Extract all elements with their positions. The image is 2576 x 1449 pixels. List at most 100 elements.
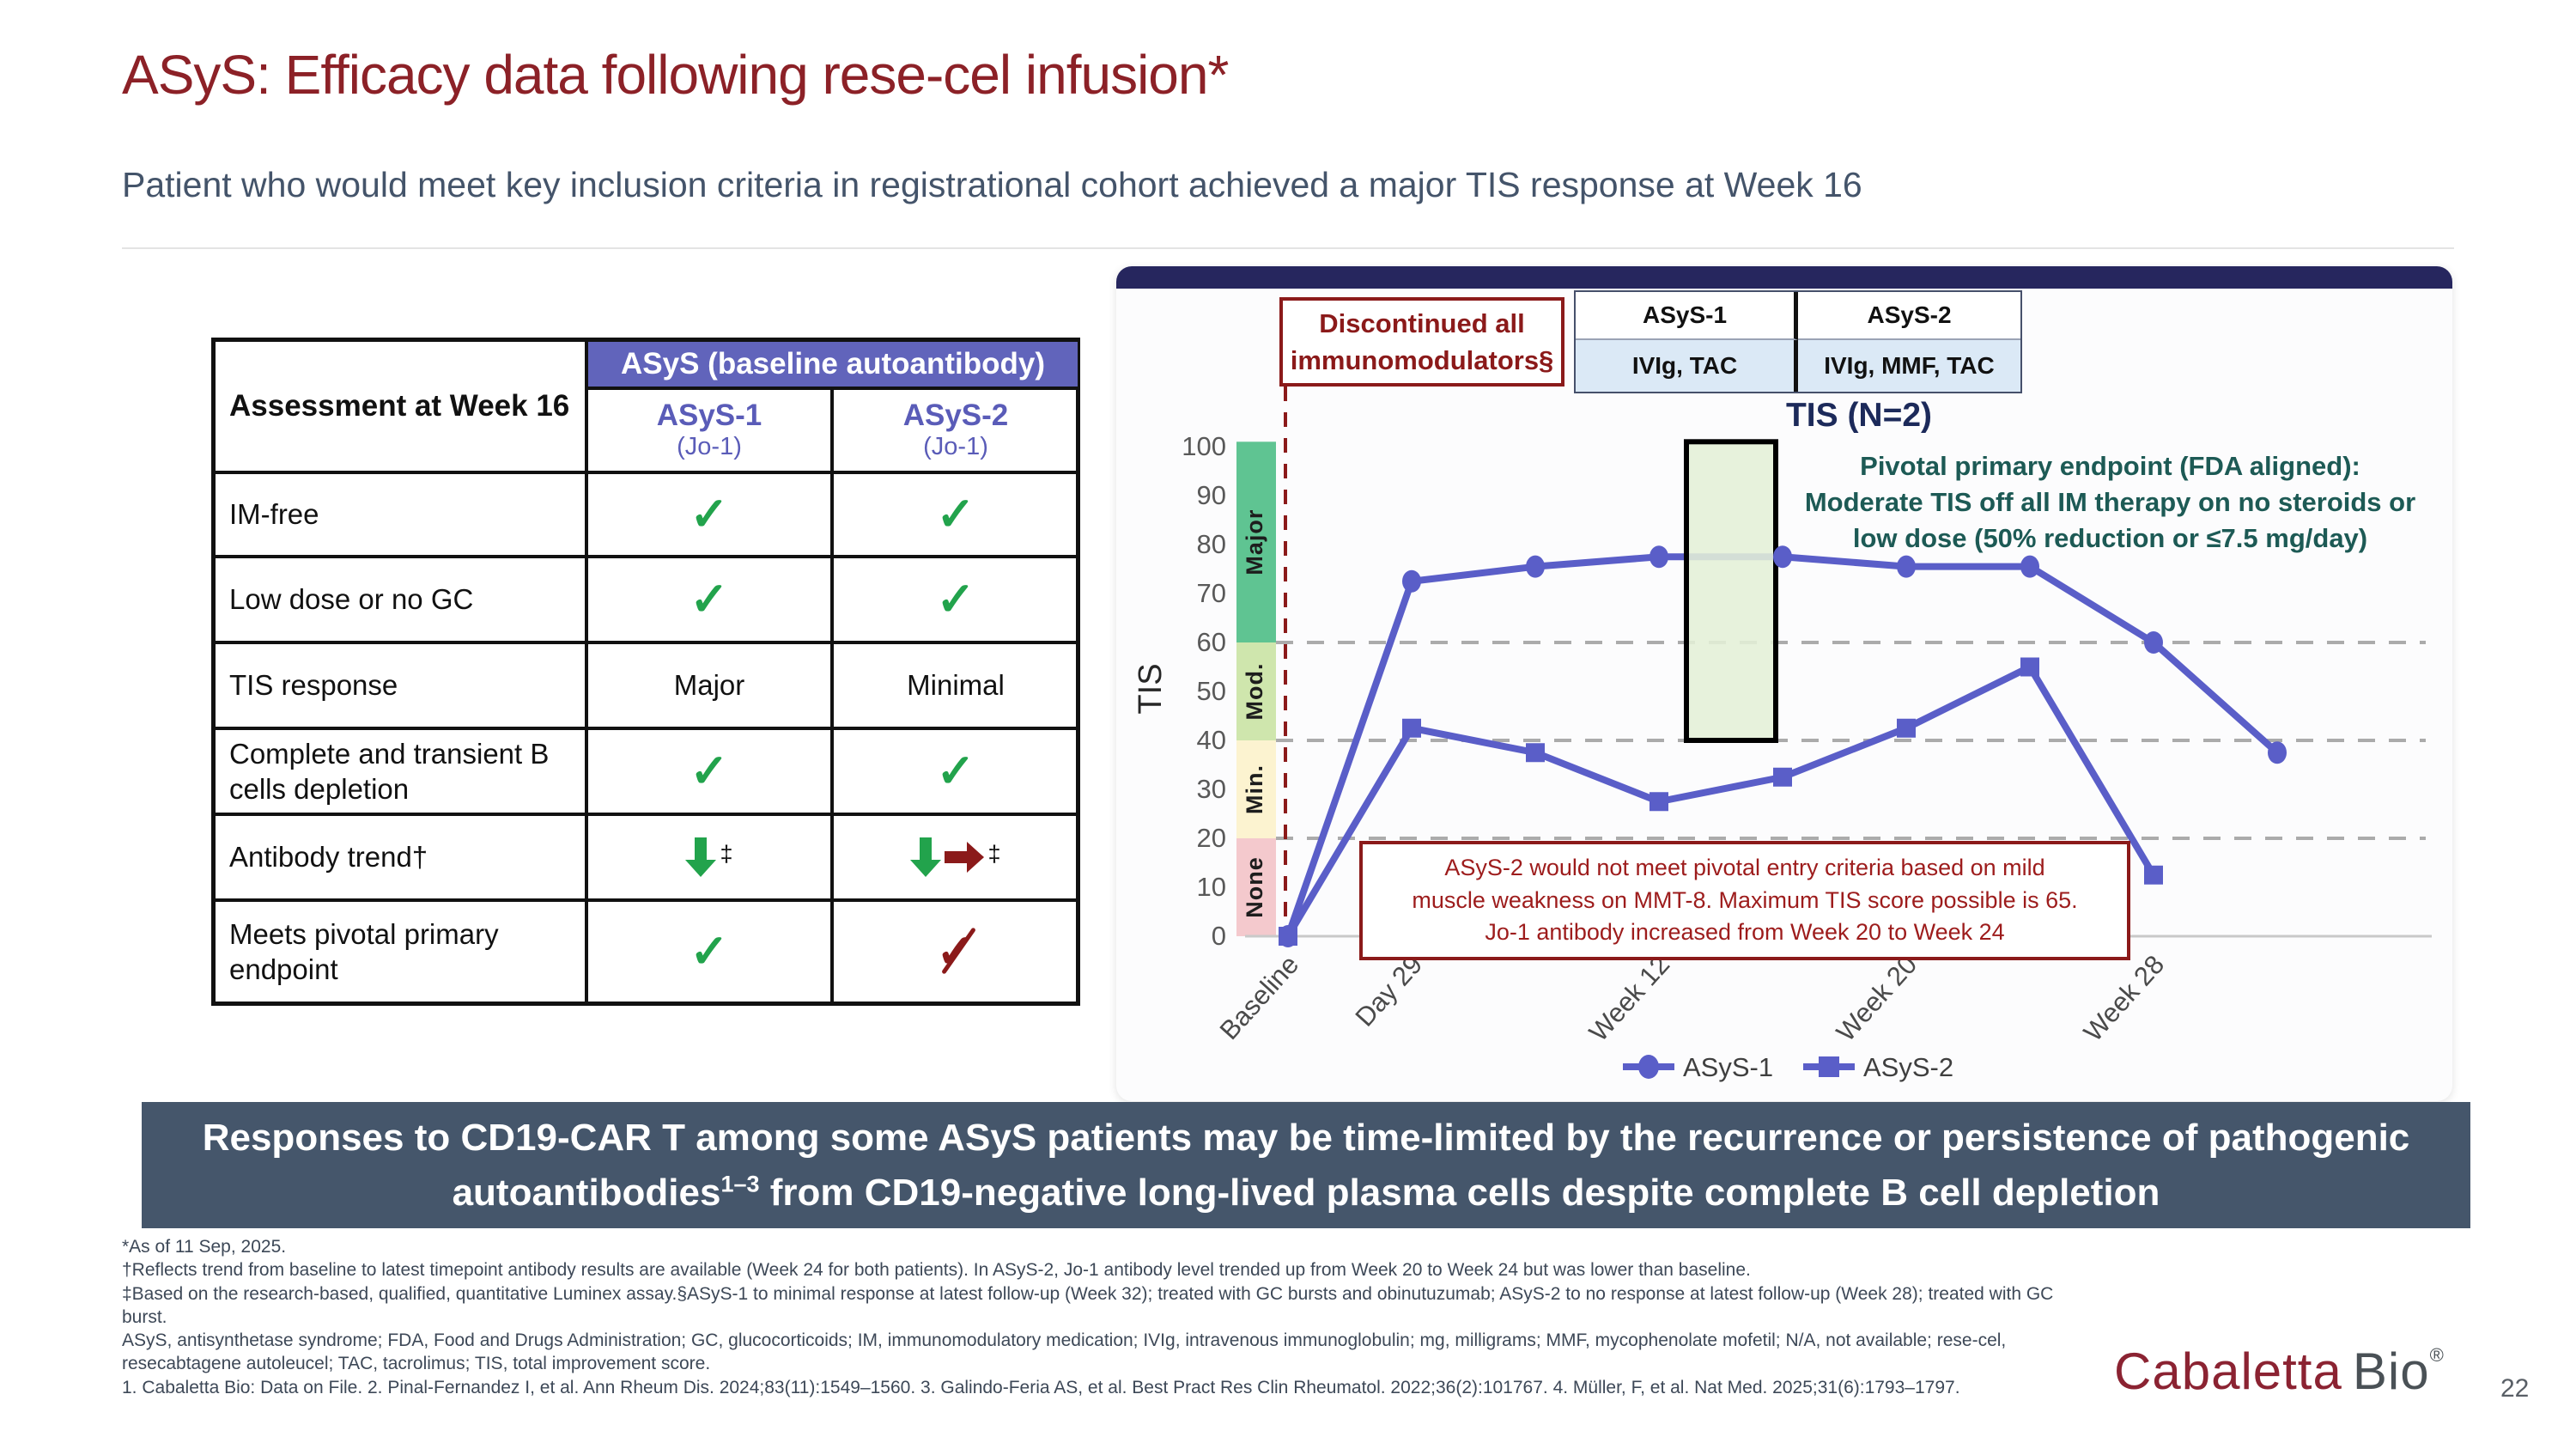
y-tick-label: 40 xyxy=(1197,725,1226,755)
banner-text: Responses to CD19-CAR T among some ASyS … xyxy=(202,1116,2410,1214)
arrow-down-icon xyxy=(685,837,717,877)
footnote-line: 1. Cabaletta Bio: Data on File. 2. Pinal… xyxy=(122,1377,1960,1397)
check-icon: ✓ xyxy=(936,746,975,797)
legend-marker-circle xyxy=(1638,1055,1659,1079)
band-none xyxy=(1236,838,1276,936)
marker-circle xyxy=(1897,555,1916,578)
y-tick-label: 10 xyxy=(1197,872,1226,902)
column-header-asys1: ASyS-1 (Jo-1) xyxy=(588,390,834,474)
column-name: ASyS-2 xyxy=(902,399,1009,433)
cell-text: Minimal xyxy=(907,669,1005,701)
marker-square xyxy=(2144,865,2163,885)
x-tick-label: Week 12 xyxy=(1583,949,1675,1047)
marker-square xyxy=(1649,792,1668,812)
check-icon: ✓ xyxy=(690,746,729,797)
footnote-line: ‡Based on the research-based, qualified,… xyxy=(122,1283,2054,1327)
slide-title: ASyS: Efficacy data following rese-cel i… xyxy=(122,44,1229,106)
banner-reference-superscript: 1–3 xyxy=(720,1170,760,1196)
y-tick-label: 60 xyxy=(1197,627,1226,657)
assessment-cell-asys2: Minimal xyxy=(834,644,1078,730)
marker-square xyxy=(1402,718,1421,738)
x-tick-label: Day 29 xyxy=(1349,949,1428,1032)
slide-subtitle: Patient who would meet key inclusion cri… xyxy=(122,165,1862,204)
column-header-asys2: ASyS-2 (Jo-1) xyxy=(834,390,1078,474)
takeaway-banner: Responses to CD19-CAR T among some ASyS … xyxy=(142,1102,2470,1228)
x-tick-label: Week 28 xyxy=(2078,949,2170,1047)
assessment-cell-asys1: ✓ xyxy=(588,902,834,1002)
crossed-check-icon: ✓ xyxy=(936,926,975,977)
series-line-asys-2 xyxy=(1285,663,2157,939)
registered-mark: ® xyxy=(2429,1343,2444,1366)
check-icon: ✓ xyxy=(690,489,729,540)
y-tick-label: 100 xyxy=(1182,431,1226,461)
y-tick-label: 80 xyxy=(1197,529,1226,559)
marker-circle xyxy=(1773,545,1792,569)
assessment-table-group-header: ASyS (baseline autoantibody) xyxy=(588,342,1078,390)
medication-table: ASyS-1 ASyS-2 IVIg, TAC IVIg, MMF, TAC xyxy=(1574,290,2022,393)
x-tick-label: Baseline xyxy=(1214,949,1305,1045)
arrow-right-icon xyxy=(945,842,985,873)
band-label: Min. xyxy=(1242,764,1267,814)
legend-marker-square xyxy=(1819,1056,1839,1077)
discontinued-immunomodulators-callout: Discontinued all immunomodulators§ xyxy=(1279,297,1564,387)
marker-square xyxy=(2020,657,2039,677)
y-tick-label: 30 xyxy=(1197,774,1226,804)
footnotes: *As of 11 Sep, 2025. †Reflects trend from… xyxy=(122,1235,2097,1399)
assessment-cell-asys1: ✓ xyxy=(588,558,834,644)
assessment-cell-asys2: ✓ xyxy=(834,730,1078,816)
assessment-cell-asys2: ‡ xyxy=(834,816,1078,902)
check-icon: ✓ xyxy=(690,574,729,625)
assessment-cell-asys2: ✓ xyxy=(834,474,1078,558)
endpoint-note-line: Moderate TIS off all IM therapy on no st… xyxy=(1804,486,2416,517)
check-icon: ✓ xyxy=(936,489,975,540)
y-tick-label: 50 xyxy=(1197,676,1226,706)
footnote-line: *As of 11 Sep, 2025. xyxy=(122,1237,287,1257)
y-tick-label: 0 xyxy=(1212,921,1226,951)
marker-square xyxy=(1526,743,1545,763)
marker-circle xyxy=(1402,569,1421,593)
logo-text-cabaletta: Cabaletta xyxy=(2114,1342,2342,1400)
column-subtitle: (Jo-1) xyxy=(677,433,742,461)
marker-square xyxy=(1773,767,1792,787)
assessment-row-label: Meets pivotal primary endpoint xyxy=(216,902,588,1002)
band-min xyxy=(1236,740,1276,838)
cell-text: Major xyxy=(673,669,745,701)
chart-title: TIS (N=2) xyxy=(1785,397,1933,434)
band-label: None xyxy=(1242,856,1267,918)
band-mod xyxy=(1236,642,1276,740)
med-table-header-asys1: ASyS-1 xyxy=(1576,292,1798,340)
tis-line-chart: Major Mod. Min. None 0 10 20 30 40 50 60 70 80 90 100 T… xyxy=(1116,266,2452,1101)
column-subtitle: (Jo-1) xyxy=(923,433,988,461)
asys2-note-line: Jo-1 antibody increased from Week 20 to … xyxy=(1485,919,2005,946)
header-divider xyxy=(122,247,2454,249)
assessment-cell-asys2: ✓ xyxy=(834,902,1078,1002)
assessment-row-label: TIS response xyxy=(216,644,588,730)
logo-text-bio: Bio xyxy=(2352,1342,2430,1400)
endpoint-note-line: low dose (50% reduction or ≤7.5 mg/day) xyxy=(1852,522,2368,553)
marker-circle xyxy=(2020,555,2039,578)
footnote-line: †Reflects trend from baseline to latest … xyxy=(122,1260,1751,1281)
marker-circle xyxy=(1526,555,1545,578)
assessment-table: Assessment at Week 16 ASyS (baseline aut… xyxy=(211,338,1080,1006)
asys2-entry-criteria-note: ASyS-2 would not meet pivotal entry crit… xyxy=(1359,841,2130,960)
band-label: Major xyxy=(1242,509,1267,575)
endpoint-note-line: Pivotal primary endpoint (FDA aligned): xyxy=(1860,451,2360,481)
y-tick-label: 70 xyxy=(1197,578,1226,608)
week16-highlight-box xyxy=(1684,439,1778,744)
y-tick-label: 90 xyxy=(1197,480,1226,510)
footnote-line: ASyS, antisynthetase syndrome; FDA, Food… xyxy=(122,1330,2007,1374)
marker-circle xyxy=(2144,631,2163,654)
check-icon: ✓ xyxy=(936,574,975,625)
assessment-cell-asys1: Major xyxy=(588,644,834,730)
cabaletta-bio-logo: Cabaletta Bio® xyxy=(2114,1342,2444,1401)
y-axis-title: TIS xyxy=(1133,663,1169,714)
chart-panel: Major Mod. Min. None 0 10 20 30 40 50 60 70 80 90 100 T… xyxy=(1116,266,2452,1101)
assessment-row-label: Low dose or no GC xyxy=(216,558,588,644)
marker-square xyxy=(1897,718,1916,738)
pivotal-endpoint-note: Pivotal primary endpoint (FDA aligned): … xyxy=(1777,448,2443,557)
assessment-table-corner-header: Assessment at Week 16 xyxy=(216,342,588,474)
marker-circle xyxy=(1649,545,1668,569)
x-tick-label: Week 20 xyxy=(1831,949,1923,1047)
banner-text: from CD19-negative long-lived plasma cel… xyxy=(759,1171,2160,1214)
